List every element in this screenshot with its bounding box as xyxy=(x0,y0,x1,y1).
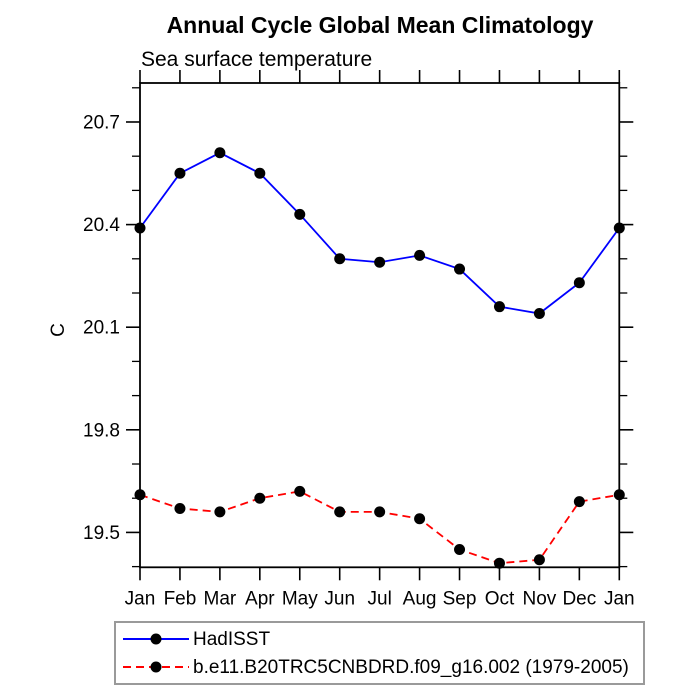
series-line-model xyxy=(139,490,620,565)
data-point-marker xyxy=(254,167,266,179)
legend: HadISST b.e11.B20TRC5CNBDRD.f09_g16.002 … xyxy=(114,621,645,685)
data-point-marker xyxy=(454,544,466,556)
data-point-marker xyxy=(334,253,346,265)
data-point-marker xyxy=(294,208,306,220)
legend-marker-icon xyxy=(150,661,162,673)
x-tick-label: Jun xyxy=(324,588,355,609)
legend-label: HadISST xyxy=(193,628,271,650)
data-point-marker xyxy=(254,492,266,504)
chart-title: Annual Cycle Global Mean Climatology xyxy=(166,12,594,38)
data-point-marker xyxy=(533,554,545,566)
data-point-marker xyxy=(134,222,146,234)
data-point-marker xyxy=(454,263,466,275)
y-axis-title: C xyxy=(48,323,69,337)
data-point-marker xyxy=(573,277,585,289)
x-tick-label: Mar xyxy=(204,588,237,609)
series-line-hadisst xyxy=(139,151,621,315)
data-point-marker xyxy=(294,485,306,497)
x-tick-label: Jul xyxy=(368,588,392,609)
data-point-marker xyxy=(613,489,625,501)
data-point-marker xyxy=(613,222,625,234)
data-point-marker xyxy=(533,308,545,320)
data-point-marker xyxy=(174,167,186,179)
y-tick-label: 20.1 xyxy=(83,318,120,339)
data-point-marker xyxy=(374,256,386,268)
data-point-marker xyxy=(493,557,505,569)
data-point-marker xyxy=(134,489,146,501)
legend-item: b.e11.B20TRC5CNBDRD.f09_g16.002 (1979-20… xyxy=(122,653,643,681)
x-tick-label: May xyxy=(282,588,318,609)
data-point-marker xyxy=(414,513,426,525)
x-tick-label: Apr xyxy=(245,588,275,609)
data-point-marker xyxy=(214,147,226,159)
y-tick-label: 20.7 xyxy=(83,112,120,133)
x-tick-label: Dec xyxy=(562,588,596,609)
x-tick-label: Jan xyxy=(604,588,635,609)
x-tick-label: Sep xyxy=(443,588,477,609)
legend-item: HadISST xyxy=(122,625,643,653)
y-tick-label: 20.4 xyxy=(83,215,120,236)
chart-subtitle: Sea surface temperature xyxy=(141,48,373,71)
x-tick-label: Aug xyxy=(403,588,437,609)
x-tick-label: Jan xyxy=(125,588,156,609)
legend-label: b.e11.B20TRC5CNBDRD.f09_g16.002 (1979-20… xyxy=(193,656,629,678)
legend-line-sample xyxy=(123,633,189,645)
data-point-marker xyxy=(334,506,346,518)
legend-marker-icon xyxy=(150,633,162,645)
data-point-marker xyxy=(493,301,505,313)
x-tick-label: Feb xyxy=(164,588,197,609)
y-tick-label: 19.8 xyxy=(83,420,120,441)
legend-line-sample xyxy=(123,661,189,673)
data-point-marker xyxy=(174,502,186,514)
x-tick-label: Nov xyxy=(523,588,557,609)
data-point-marker xyxy=(414,249,426,261)
y-tick-label: 19.5 xyxy=(83,523,120,544)
x-tick-label: Oct xyxy=(485,588,515,609)
data-point-marker xyxy=(374,506,386,518)
data-point-marker xyxy=(214,506,226,518)
data-point-marker xyxy=(573,496,585,508)
plot-frame xyxy=(139,82,621,569)
